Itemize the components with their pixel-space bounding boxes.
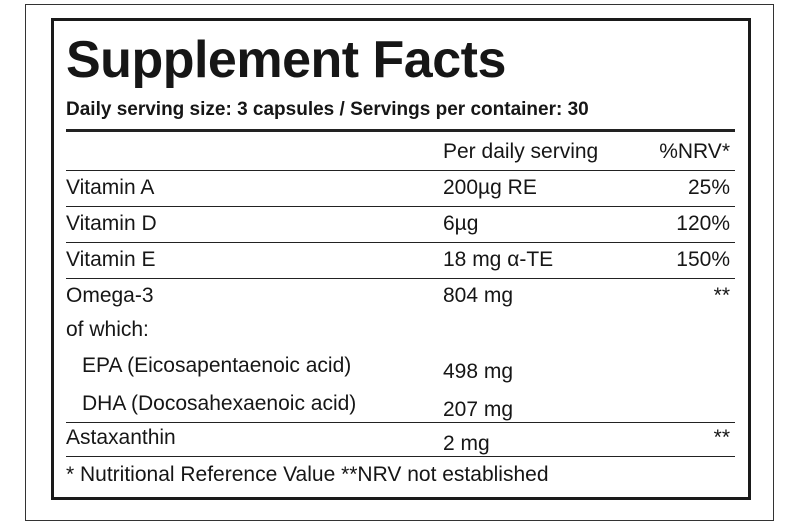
- header-nrv: %NRV*: [659, 140, 730, 163]
- header-amount: Per daily serving: [443, 140, 599, 163]
- row-amount: 804 mg: [443, 284, 514, 307]
- outer-border: [25, 4, 774, 521]
- row-name: Vitamin E: [66, 248, 156, 271]
- row-amount: 6µg: [443, 212, 479, 235]
- footnote: * Nutritional Reference Value **NRV not …: [66, 463, 549, 486]
- rule: [66, 278, 735, 279]
- rule: [66, 456, 735, 457]
- row-amount: 2 mg: [443, 432, 490, 455]
- row-nrv: **: [713, 426, 730, 449]
- rule: [66, 422, 735, 423]
- serving-info: Daily serving size: 3 capsules / Serving…: [66, 99, 589, 120]
- row-name: DHA (Docosahexaenoic acid): [82, 392, 357, 415]
- title: Supplement Facts: [66, 31, 506, 89]
- row-name: Astaxanthin: [66, 426, 176, 449]
- inner-border: [51, 18, 751, 500]
- row-nrv: **: [713, 284, 730, 307]
- row-name: Vitamin A: [66, 176, 155, 199]
- row-name: EPA (Eicosapentaenoic acid): [82, 354, 352, 377]
- rule: [66, 206, 735, 207]
- row-nrv: 150%: [676, 248, 730, 271]
- row-nrv: 25%: [687, 176, 730, 199]
- row-amount: 498 mg: [443, 360, 514, 383]
- row-amount: 207 mg: [443, 398, 514, 421]
- row-name: Vitamin D: [66, 212, 157, 235]
- rule: [66, 242, 735, 243]
- row-name: of which:: [66, 318, 149, 341]
- row-amount: 18 mg α-TE: [443, 248, 554, 271]
- row-nrv: 120%: [676, 212, 730, 235]
- rule: [66, 170, 735, 171]
- thick-rule: [66, 129, 735, 132]
- row-name: Omega-3: [66, 284, 154, 307]
- row-amount: 200µg RE: [443, 176, 537, 199]
